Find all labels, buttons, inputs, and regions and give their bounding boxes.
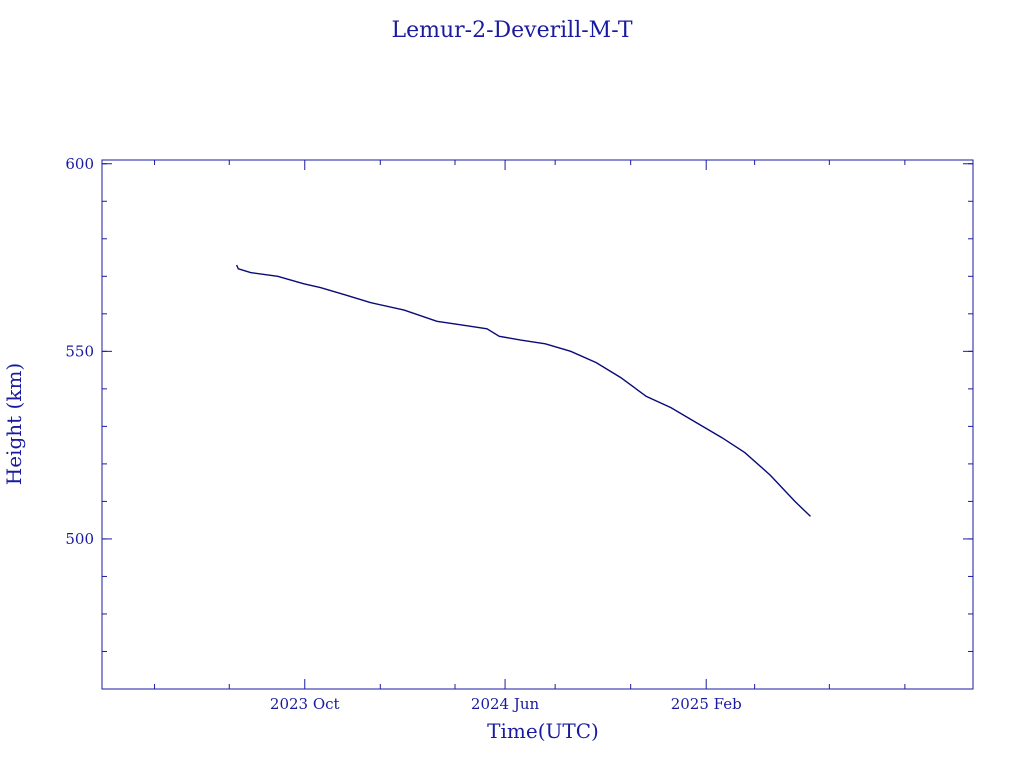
y-axis-label: Height (km) [2, 363, 26, 485]
x-axis-label: Time(UTC) [487, 719, 599, 743]
y-tick-label: 550 [65, 342, 94, 360]
series-line [235, 264, 811, 517]
y-tick-label: 600 [65, 155, 94, 173]
x-axis: 2023 Oct 2024 Jun 2025 Feb [154, 160, 906, 713]
x-tick-label: 2024 Jun [471, 695, 540, 713]
y-tick-label: 500 [65, 530, 94, 548]
x-tick-label: 2023 Oct [270, 695, 340, 713]
y-axis: 500 550 600 [65, 155, 973, 690]
x-tick-label: 2025 Feb [671, 695, 742, 713]
chart-title: Lemur-2-Deverill-M-T [391, 18, 632, 43]
plot-frame [101, 159, 974, 690]
